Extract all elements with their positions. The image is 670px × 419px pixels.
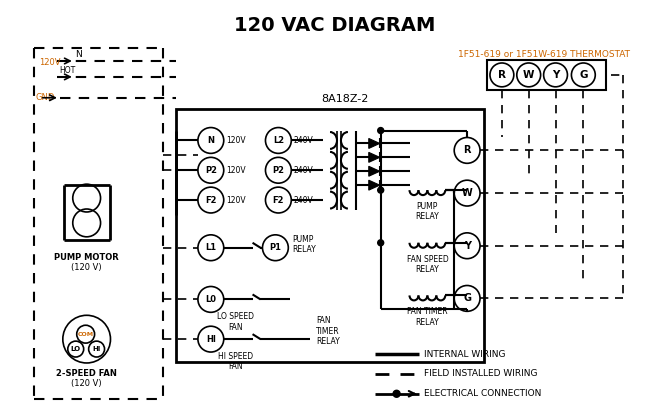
Text: Y: Y: [464, 241, 470, 251]
Text: COM: COM: [78, 332, 94, 337]
Text: 8A18Z-2: 8A18Z-2: [321, 94, 369, 104]
Text: PUMP
RELAY: PUMP RELAY: [292, 235, 316, 254]
Text: ELECTRICAL CONNECTION: ELECTRICAL CONNECTION: [424, 389, 542, 398]
Text: 240V: 240V: [293, 196, 313, 204]
Polygon shape: [369, 153, 380, 162]
Text: Y: Y: [552, 70, 559, 80]
Text: P2: P2: [273, 166, 284, 175]
Polygon shape: [369, 180, 380, 190]
Text: 120V: 120V: [226, 136, 245, 145]
Text: LO SPEED
FAN: LO SPEED FAN: [217, 312, 254, 332]
Text: R: R: [498, 70, 506, 80]
Circle shape: [378, 127, 384, 134]
Text: R: R: [464, 145, 471, 155]
Text: INTERNAL WIRING: INTERNAL WIRING: [424, 349, 506, 359]
Text: HI: HI: [92, 346, 100, 352]
Text: L0: L0: [205, 295, 216, 304]
Circle shape: [378, 240, 384, 246]
Text: F2: F2: [273, 196, 284, 204]
Text: W: W: [523, 70, 535, 80]
Text: FAN
TIMER
RELAY: FAN TIMER RELAY: [316, 316, 340, 346]
Circle shape: [378, 187, 384, 193]
Text: 1F51-619 or 1F51W-619 THERMOSTAT: 1F51-619 or 1F51W-619 THERMOSTAT: [458, 49, 630, 59]
Text: FAN TIMER
RELAY: FAN TIMER RELAY: [407, 308, 448, 327]
Bar: [176, 109, 484, 362]
Text: 2-SPEED FAN: 2-SPEED FAN: [56, 369, 117, 378]
Text: PUMP
RELAY: PUMP RELAY: [415, 202, 440, 222]
Text: HOT: HOT: [59, 67, 75, 75]
FancyBboxPatch shape: [487, 60, 606, 90]
Text: 120 VAC DIAGRAM: 120 VAC DIAGRAM: [234, 16, 436, 35]
Text: P1: P1: [269, 243, 281, 252]
Text: PUMP MOTOR: PUMP MOTOR: [54, 253, 119, 262]
Text: 120V: 120V: [226, 196, 245, 204]
Text: 120V: 120V: [226, 166, 245, 175]
Text: G: G: [579, 70, 588, 80]
Text: 240V: 240V: [293, 166, 313, 175]
Polygon shape: [369, 166, 380, 176]
Text: LO: LO: [70, 346, 81, 352]
Text: (120 V): (120 V): [71, 379, 102, 388]
Text: 240V: 240V: [293, 136, 313, 145]
Text: HI SPEED
FAN: HI SPEED FAN: [218, 352, 253, 372]
Text: GND: GND: [35, 93, 54, 102]
Text: FAN SPEED
RELAY: FAN SPEED RELAY: [407, 255, 448, 274]
Text: L1: L1: [205, 243, 216, 252]
Text: G: G: [463, 293, 471, 303]
Text: P2: P2: [205, 166, 217, 175]
Text: N: N: [207, 136, 214, 145]
Text: HI: HI: [206, 335, 216, 344]
Polygon shape: [369, 138, 380, 148]
Text: L2: L2: [273, 136, 284, 145]
Circle shape: [393, 390, 400, 397]
Text: 120V: 120V: [39, 59, 60, 67]
Text: FIELD INSTALLED WIRING: FIELD INSTALLED WIRING: [424, 370, 538, 378]
Text: N: N: [75, 49, 82, 59]
Text: (120 V): (120 V): [71, 263, 102, 272]
Text: W: W: [462, 188, 472, 198]
Text: F2: F2: [205, 196, 216, 204]
